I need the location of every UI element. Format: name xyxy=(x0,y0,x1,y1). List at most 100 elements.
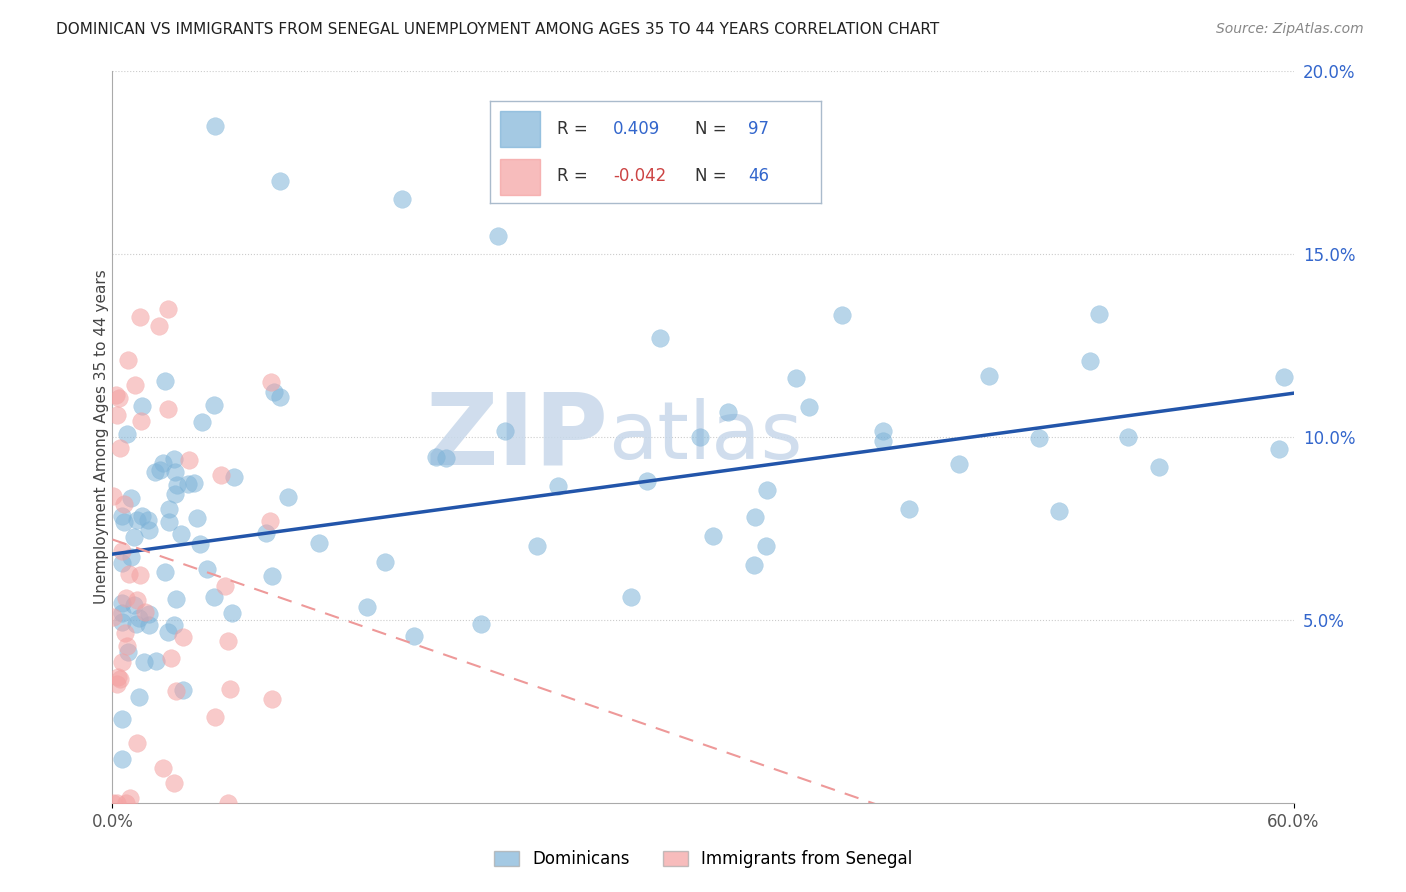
Point xyxy=(269,390,291,404)
Point xyxy=(172,630,194,644)
Point xyxy=(209,468,232,483)
Point xyxy=(163,617,186,632)
Point xyxy=(620,591,643,605)
Point xyxy=(797,401,820,415)
Point xyxy=(138,523,160,537)
Point xyxy=(121,491,143,506)
Point xyxy=(170,527,193,541)
Point xyxy=(217,634,239,648)
Point xyxy=(689,430,711,444)
Point xyxy=(157,624,180,639)
Point xyxy=(157,502,180,516)
Point xyxy=(214,578,236,592)
Point xyxy=(897,502,920,516)
Point xyxy=(125,617,148,632)
Point xyxy=(179,452,201,467)
Point xyxy=(755,539,778,553)
Point xyxy=(785,371,807,385)
Point xyxy=(153,374,176,388)
Point xyxy=(124,378,146,392)
Y-axis label: Unemployment Among Ages 35 to 44 years: Unemployment Among Ages 35 to 44 years xyxy=(94,269,108,605)
Point xyxy=(165,591,187,606)
Point xyxy=(115,591,138,606)
Point xyxy=(107,670,129,684)
Point xyxy=(221,606,243,620)
Point xyxy=(101,609,124,624)
Point xyxy=(260,375,283,389)
Point xyxy=(111,544,134,558)
Point xyxy=(202,590,225,604)
Point xyxy=(742,558,765,572)
Point xyxy=(117,566,139,581)
Point xyxy=(195,561,218,575)
Point xyxy=(744,510,766,524)
Point xyxy=(526,539,548,553)
Point xyxy=(105,409,128,423)
Point xyxy=(186,511,208,525)
Point xyxy=(263,385,285,400)
Point xyxy=(470,617,492,632)
Point xyxy=(125,736,148,750)
Point xyxy=(259,515,281,529)
Point xyxy=(872,434,894,448)
Point xyxy=(948,457,970,471)
Point xyxy=(145,654,167,668)
Point xyxy=(111,606,134,620)
Point xyxy=(157,516,180,530)
Point xyxy=(153,565,176,579)
Point xyxy=(111,656,134,670)
Point xyxy=(134,605,156,619)
Point xyxy=(717,405,740,419)
Point xyxy=(494,424,516,438)
Point xyxy=(103,796,125,810)
Point xyxy=(979,369,1001,384)
Point xyxy=(163,451,186,466)
Point xyxy=(163,775,186,789)
Point xyxy=(157,402,180,417)
Point xyxy=(103,489,125,503)
Point xyxy=(111,615,134,629)
Point xyxy=(356,600,378,615)
Point xyxy=(111,556,134,570)
Point xyxy=(831,309,853,323)
Point xyxy=(117,645,139,659)
Point xyxy=(166,478,188,492)
Point xyxy=(872,424,894,438)
Point xyxy=(138,618,160,632)
Point xyxy=(202,397,225,411)
Point xyxy=(125,513,148,527)
Point xyxy=(120,549,142,564)
Point xyxy=(1028,431,1050,445)
Point xyxy=(163,486,186,500)
Point xyxy=(1116,430,1139,444)
Point xyxy=(122,530,145,544)
Point xyxy=(172,682,194,697)
Point xyxy=(391,192,413,206)
Point xyxy=(108,673,131,687)
Point xyxy=(149,463,172,477)
Point xyxy=(260,569,283,583)
Point xyxy=(425,450,447,464)
Point xyxy=(486,229,509,244)
Point xyxy=(127,593,149,607)
Point xyxy=(436,451,458,466)
Point xyxy=(183,476,205,491)
Text: ZIP: ZIP xyxy=(426,389,609,485)
Legend: Dominicans, Immigrants from Senegal: Dominicans, Immigrants from Senegal xyxy=(486,844,920,875)
Point xyxy=(115,639,138,653)
Point xyxy=(1268,442,1291,456)
Point xyxy=(219,681,242,696)
Point xyxy=(254,525,277,540)
Point xyxy=(374,555,396,569)
Text: atlas: atlas xyxy=(609,398,803,476)
Point xyxy=(152,762,174,776)
Point xyxy=(138,607,160,622)
Point xyxy=(129,414,152,428)
Point xyxy=(217,796,239,810)
Point xyxy=(117,427,139,442)
Point xyxy=(190,415,212,429)
Point xyxy=(269,174,291,188)
Point xyxy=(165,466,187,480)
Point xyxy=(111,752,134,766)
Point xyxy=(105,388,128,402)
